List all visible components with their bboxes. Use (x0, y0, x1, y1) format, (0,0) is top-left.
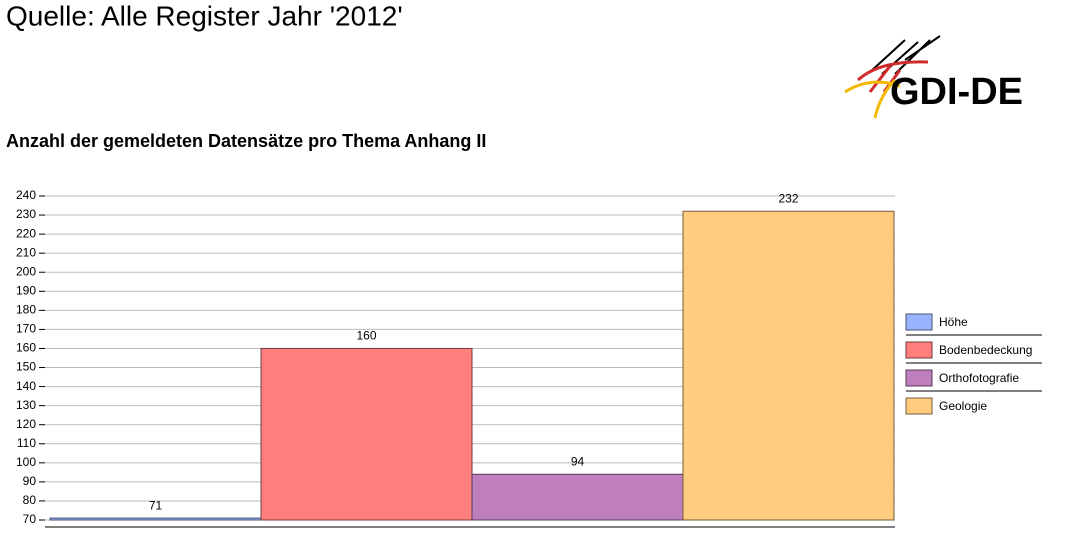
y-tick-label: 80 (23, 493, 37, 507)
y-tick-label: 210 (16, 245, 36, 259)
bar (682, 210, 895, 521)
y-tick-label: 200 (16, 264, 36, 278)
bar (49, 517, 262, 521)
logo-text: GDI-DE (890, 71, 1023, 113)
y-tick-label: 170 (16, 322, 36, 336)
legend-swatch (905, 313, 933, 331)
y-tick-label: 150 (16, 360, 36, 374)
legend-label: Orthofotografie (939, 371, 1019, 385)
y-tick-label: 90 (23, 474, 37, 488)
y-tick-label: 110 (17, 436, 36, 450)
y-tick-label: 120 (16, 417, 36, 431)
y-tick-label: 190 (16, 283, 36, 297)
page-title: Quelle: Alle Register Jahr '2012' (6, 0, 403, 31)
legend-label: Bodenbedeckung (939, 343, 1032, 357)
y-tick-label: 240 (16, 188, 36, 202)
y-tick-label: 220 (16, 226, 36, 240)
chart-title: Anzahl der gemeldeten Datensätze pro The… (6, 131, 486, 151)
value-label: 71 (149, 498, 163, 512)
legend-label: Geologie (939, 399, 987, 413)
y-tick-label: 70 (23, 512, 37, 526)
logo: GDI-DE (844, 35, 1023, 119)
y-tick-label: 130 (16, 398, 36, 412)
value-label: 160 (356, 329, 376, 343)
y-tick-label: 140 (16, 379, 36, 393)
y-tick-label: 180 (16, 303, 36, 317)
bar (260, 347, 473, 521)
y-tick-label: 160 (16, 341, 36, 355)
legend-label: Höhe (939, 315, 968, 329)
value-label: 94 (571, 454, 585, 468)
y-tick-label: 230 (16, 207, 36, 221)
y-tick-label: 100 (16, 455, 36, 469)
bar (471, 473, 684, 521)
legend-swatch (905, 397, 933, 415)
legend-swatch (905, 341, 933, 359)
legend-swatch (905, 369, 933, 387)
value-label: 232 (778, 191, 798, 205)
